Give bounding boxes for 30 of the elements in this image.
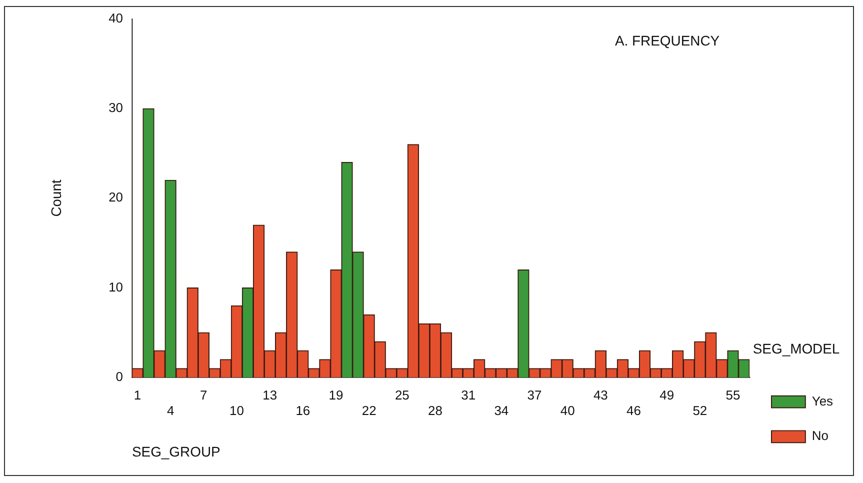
legend-label: No <box>812 428 828 444</box>
legend-label: Yes <box>812 393 834 408</box>
x-tick-label: 40 <box>560 403 575 418</box>
x-tick-label: 1 <box>134 388 142 403</box>
x-tick-label: 55 <box>726 388 740 403</box>
legend-title: SEG_MODEL <box>752 340 840 357</box>
x-tick-label: 4 <box>166 403 174 418</box>
x-tick-label: 7 <box>200 388 208 403</box>
x-tick-label: 49 <box>660 388 674 403</box>
x-tick-label: 52 <box>692 403 708 418</box>
x-axis-title: SEG_GROUP <box>132 444 220 460</box>
annotation: A. FREQUENCY <box>614 32 720 49</box>
x-tick-label: 43 <box>593 388 608 403</box>
y-axis-title: Count <box>48 179 64 217</box>
x-tick-label: 10 <box>230 403 244 418</box>
x-tick-label: 22 <box>362 403 376 418</box>
y-tick-label: 0 <box>116 368 123 384</box>
y-tick-label: 10 <box>108 279 123 294</box>
x-tick-label: 46 <box>626 403 641 418</box>
x-tick-label: 25 <box>394 388 410 403</box>
x-tick-label: 31 <box>461 388 476 403</box>
x-tick-label: 16 <box>296 403 310 418</box>
x-tick-label: 34 <box>494 403 509 418</box>
x-tick-label: 13 <box>262 388 278 403</box>
y-tick-label: 40 <box>108 10 123 26</box>
y-tick-label: 20 <box>108 190 123 205</box>
x-tick-label: 28 <box>428 403 442 418</box>
x-tick-label: 19 <box>328 388 344 403</box>
y-tick-label: 30 <box>108 100 123 116</box>
x-tick-label: 37 <box>527 388 542 403</box>
